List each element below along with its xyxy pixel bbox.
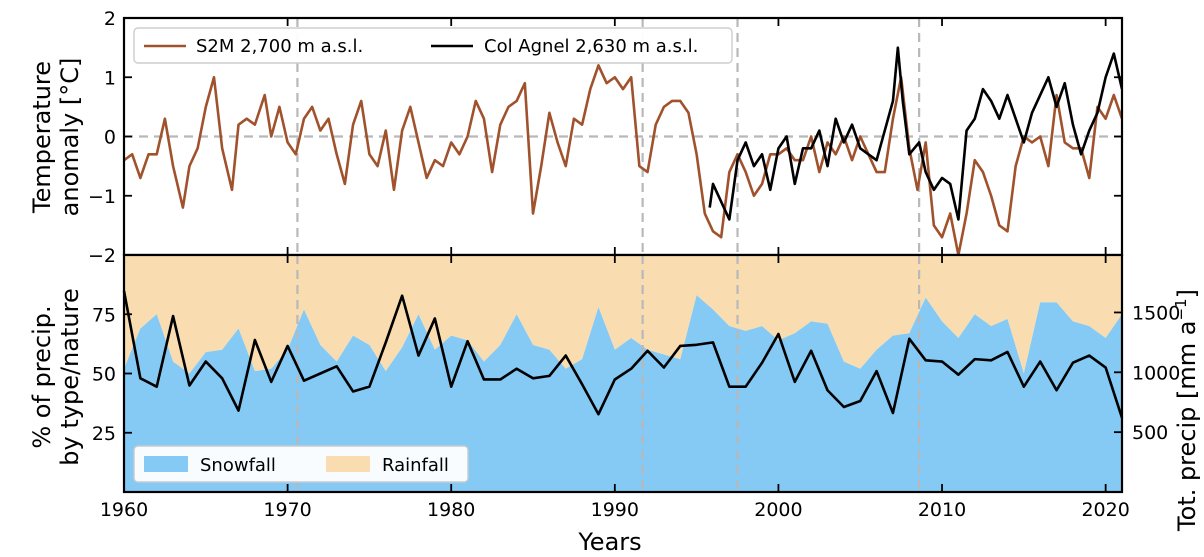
temperature-series-0	[124, 64, 1122, 255]
top-panel: −2 −1 0 1 2 S2M 2,700 m a.s.l. Col Agnel 2,630…	[88, 8, 1124, 267]
x-tick-label: 1970	[263, 499, 311, 521]
bottom-ylabel-line-1: % of precip.	[28, 305, 56, 448]
snowfall-area	[124, 295, 1122, 492]
bottom-ytick-label: 25	[92, 423, 116, 445]
right-ytick-label: 500	[1132, 422, 1168, 444]
total-precip-line	[122, 290, 1124, 419]
x-tick-label: 1990	[591, 499, 639, 521]
bottom-ytick-label: 50	[92, 364, 116, 386]
top-ylabel-line-2: anomaly [°C]	[56, 58, 84, 217]
temperature-series-1	[708, 46, 1122, 221]
top-ytick-label: −1	[88, 186, 116, 208]
bottom-legend: Snowfall Rainfall	[133, 445, 469, 483]
top-legend-label-1: Col Agnel 2,630 m a.s.l.	[484, 36, 698, 57]
top-ytick-label: 0	[104, 127, 116, 149]
right-ylabel: Tot. precip [mm a−1]	[1172, 289, 1201, 532]
top-ytick-label: 1	[104, 67, 116, 89]
x-tick-label: 2000	[754, 499, 802, 521]
right-ytick-label: 1500	[1132, 302, 1180, 324]
right-ylabel-sup: −1	[1172, 298, 1190, 320]
top-ytick-label: 2	[104, 8, 116, 30]
right-ytick-label: 1000	[1132, 362, 1180, 384]
x-tick-label: 2020	[1081, 499, 1129, 521]
bottom-legend-box	[133, 445, 469, 483]
right-ylabel-end: ]	[1173, 289, 1201, 298]
bottom-panel: 25 50 75 500 1000 1500 1960 1970 1980 1990 2000 201…	[92, 253, 1180, 521]
bottom-legend-swatch-0	[144, 456, 188, 472]
bottom-legend-label-0: Snowfall	[200, 455, 276, 476]
x-tick-label: 1960	[100, 499, 148, 521]
top-ylabel-line-1: Temperature	[28, 61, 56, 214]
bottom-legend-swatch-1	[326, 456, 370, 472]
bottom-legend-label-1: Rainfall	[382, 455, 449, 476]
x-tick-label: 2010	[918, 499, 966, 521]
bottom-ylabel-line-2: by type/nature	[56, 288, 84, 465]
x-axis-label: Years	[577, 528, 641, 556]
x-tick-label: 1980	[427, 499, 475, 521]
top-legend-label-0: S2M 2,700 m a.s.l.	[196, 36, 363, 57]
rainfall-area	[124, 255, 1122, 374]
top-legend: S2M 2,700 m a.s.l. Col Agnel 2,630 m a.s.…	[133, 27, 733, 64]
right-ylabel-main: Tot. precip [mm a	[1173, 321, 1201, 532]
top-ytick-label: −2	[88, 245, 116, 267]
bottom-ytick-label: 75	[92, 304, 116, 326]
